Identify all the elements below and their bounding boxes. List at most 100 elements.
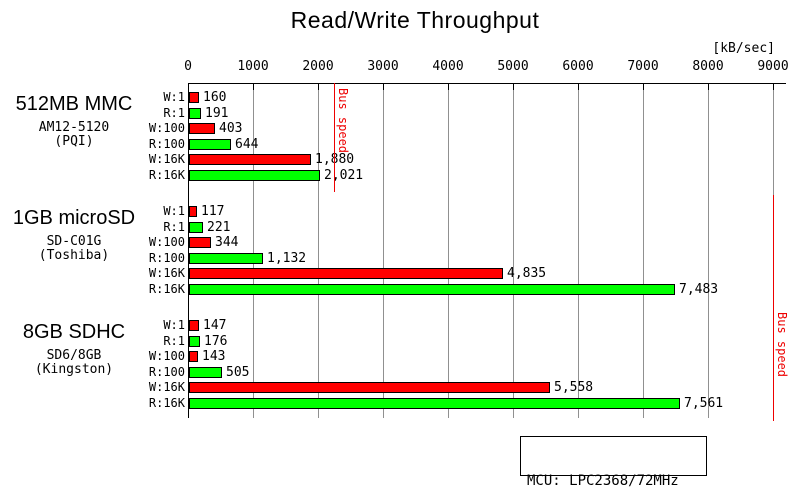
bar-row-label: W:100 [148,121,185,135]
bus-speed-line [334,83,335,192]
bar-value-label: 147 [203,318,227,333]
bar-value-label: 344 [215,235,239,250]
bar-value-label: 1,132 [267,251,307,266]
bar-write [189,320,199,331]
bar-read [189,398,680,409]
bar-row-label: R:16K [148,396,185,410]
axis-tick [643,84,644,90]
bar-row-label: R:1 [163,220,185,234]
bar-row-label: W:1 [163,318,185,332]
bar-row-label: W:16K [148,266,185,280]
gridline [383,84,384,418]
bar-row-label: W:1 [163,204,185,218]
axis-tick-label: 5000 [497,59,529,74]
bar-write [189,206,197,217]
bar-value-label: 5,558 [554,380,594,395]
axis-tick-label: 3000 [367,59,399,74]
bar-write [189,237,211,248]
bar-value-label: 221 [207,220,231,235]
bar-write [189,154,311,165]
bar-value-label: 2,021 [324,168,364,183]
axis-tick-label: 9000 [757,59,789,74]
bar-row-label: W:16K [148,380,185,394]
info-line-mcu: MCU: LPC2368/72MHz [527,473,679,489]
bar-row-label: R:100 [148,137,185,151]
bar-write [189,351,198,362]
bar-value-label: 403 [219,121,243,136]
gridline [708,84,709,418]
group-title: 8GB SDHC [22,321,126,343]
bar-read [189,367,222,378]
bar-read [189,336,200,347]
y-axis-line [188,83,189,418]
gridline [643,84,644,418]
bar-value-label: 4,835 [507,266,547,281]
bus-speed-line [773,195,774,421]
bar-row-label: W:16K [148,152,185,166]
axis-tick [578,84,579,90]
axis-tick [448,84,449,90]
info-box: MCU: LPC2368/72MHz I/F: MCI/18MHz [520,436,707,489]
axis-tick-label: 1000 [237,59,269,74]
group-title: 512MB MMC [15,93,133,115]
bar-row-label: W:1 [163,90,185,104]
bar-read [189,284,675,295]
bar-value-label: 7,483 [679,282,719,297]
bar-read [189,108,201,119]
axis-tick-label: 2000 [302,59,334,74]
bus-speed-label: Bus speed [775,312,789,378]
bar-row-label: R:1 [163,106,185,120]
group-model: SD6/8GB [46,348,102,363]
group-vendor: (Toshiba) [38,248,110,263]
axis-unit-label: [kB/sec] [712,41,775,56]
bar-value-label: 176 [204,334,228,349]
group-vendor: (Kingston) [34,362,114,377]
bar-write [189,123,215,134]
axis-tick [318,84,319,90]
bar-value-label: 7,561 [684,396,724,411]
x-axis-line [188,83,786,84]
gridline [318,84,319,418]
bar-value-label: 505 [226,365,250,380]
gridline [578,84,579,418]
axis-tick [383,84,384,90]
bar-value-label: 143 [202,349,226,364]
group-vendor: (PQI) [54,134,94,149]
bar-row-label: R:100 [148,365,185,379]
bar-write [189,92,199,103]
axis-tick-label: 8000 [692,59,724,74]
axis-tick-label: 7000 [627,59,659,74]
axis-tick-label: 0 [184,59,192,74]
axis-tick-label: 4000 [432,59,464,74]
bar-row-label: R:16K [148,282,185,296]
bar-value-label: 191 [205,106,229,121]
bar-read [189,253,263,264]
gridline [448,84,449,418]
gridline [513,84,514,418]
bar-row-label: R:1 [163,334,185,348]
bar-row-label: W:100 [148,235,185,249]
axis-tick [773,84,774,90]
group-title: 1GB microSD [12,207,136,229]
bar-row-label: W:100 [148,349,185,363]
group-model: AM12-5120 [38,120,110,135]
bar-row-label: R:16K [148,168,185,182]
axis-tick [513,84,514,90]
group-model: SD-C01G [46,234,102,249]
gridline [253,84,254,418]
bar-write [189,268,503,279]
bar-read [189,139,231,150]
axis-tick [708,84,709,90]
bar-row-label: R:100 [148,251,185,265]
bar-value-label: 160 [203,90,227,105]
bar-read [189,170,320,181]
axis-tick [253,84,254,90]
bar-value-label: 117 [201,204,225,219]
axis-tick-label: 6000 [562,59,594,74]
chart-title: Read/Write Throughput [290,7,540,33]
bar-read [189,222,203,233]
bar-write [189,382,550,393]
bar-value-label: 644 [235,137,259,152]
